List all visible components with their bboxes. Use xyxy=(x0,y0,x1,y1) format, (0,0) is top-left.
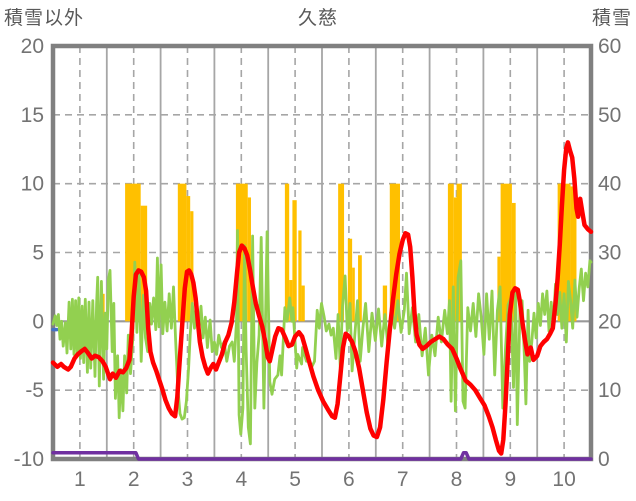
bars-orange-bar xyxy=(511,202,516,322)
left-axis-tick-label: 15 xyxy=(21,104,44,127)
bars-orange-bar xyxy=(382,285,388,322)
left-axis-title: 積雪以外 xyxy=(4,8,85,29)
left-axis-tick-label: 5 xyxy=(32,242,44,265)
right-axis-tick-label: 40 xyxy=(598,173,621,196)
line-red xyxy=(50,140,594,456)
x-axis-tick-label: 8 xyxy=(451,468,463,491)
bars-orange-bar xyxy=(177,183,187,322)
bars-orange-bar xyxy=(298,230,302,322)
bars-orange-bar xyxy=(570,186,577,322)
right-axis-tick-label: 30 xyxy=(598,242,621,265)
x-axis-tick-label: 6 xyxy=(343,468,355,491)
line-green xyxy=(51,229,593,446)
x-axis-tick-label: 1 xyxy=(74,468,86,491)
bars-orange-bar xyxy=(284,183,290,322)
right-axis-tick-label: 60 xyxy=(598,35,621,58)
right-axis-tick-label: 20 xyxy=(598,310,621,333)
right-axis-title: 積雪 xyxy=(591,8,632,29)
bars-orange-bar xyxy=(190,211,194,322)
bars-orange-bar xyxy=(358,255,362,322)
left-axis-tick-label: 20 xyxy=(21,35,44,58)
x-axis-tick-label: 3 xyxy=(182,468,194,491)
bars-orange-bar xyxy=(292,200,297,322)
bars-orange-bar xyxy=(352,267,355,322)
right-axis-tick-label: 0 xyxy=(598,448,610,471)
x-axis-tick-label: 9 xyxy=(504,468,516,491)
left-axis-tick-label: -10 xyxy=(14,448,44,471)
bars-orange-bar xyxy=(456,183,462,322)
x-axis-tick-label: 2 xyxy=(128,468,140,491)
left-axis-tick-label: -5 xyxy=(25,379,44,402)
left-axis-tick-label: 10 xyxy=(21,173,44,196)
line-purple xyxy=(51,451,593,461)
right-axis-tick-label: 50 xyxy=(598,104,621,127)
x-axis-tick-label: 7 xyxy=(397,468,409,491)
x-axis-tick-label: 4 xyxy=(235,468,247,491)
x-axis-tick-label: 5 xyxy=(289,468,301,491)
bars-orange-bar xyxy=(301,285,305,322)
bars-orange-bar xyxy=(500,183,512,322)
bars-orange-bar xyxy=(447,183,454,322)
bars-orange-bar xyxy=(347,238,353,322)
bars-orange-bar xyxy=(140,205,148,322)
bars-orange-bar xyxy=(186,196,191,322)
x-axis-tick-label: 10 xyxy=(552,468,575,491)
bars-orange-bar xyxy=(453,197,457,322)
chart-title: 久慈 xyxy=(297,8,338,29)
right-axis-tick-label: 10 xyxy=(598,379,621,402)
left-axis-tick-label: 0 xyxy=(32,310,44,333)
bars-orange-bar xyxy=(389,183,401,322)
bars-orange-bar xyxy=(338,183,345,322)
bars-orange-bar xyxy=(235,183,248,322)
